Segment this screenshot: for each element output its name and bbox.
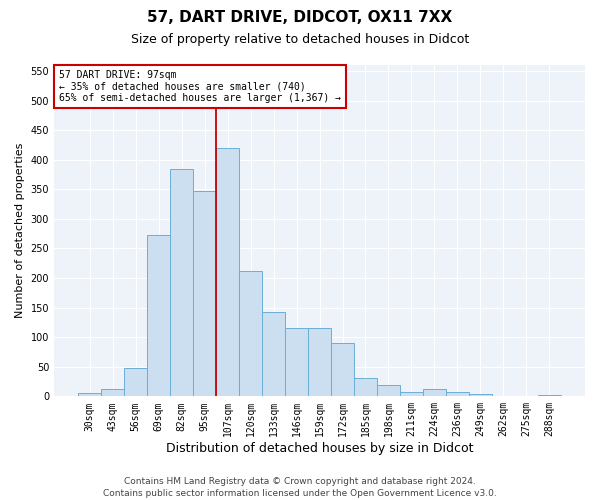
Y-axis label: Number of detached properties: Number of detached properties [15,143,25,318]
Bar [124,368,147,396]
Bar [78,394,101,396]
X-axis label: Distribution of detached houses by size in Didcot: Distribution of detached houses by size … [166,442,473,455]
Bar [469,394,492,396]
Bar [216,148,239,396]
Bar [446,392,469,396]
Text: Contains HM Land Registry data © Crown copyright and database right 2024.
Contai: Contains HM Land Registry data © Crown c… [103,476,497,498]
Bar [285,328,308,396]
Text: 57 DART DRIVE: 97sqm
← 35% of detached houses are smaller (740)
65% of semi-deta: 57 DART DRIVE: 97sqm ← 35% of detached h… [59,70,341,103]
Bar [423,389,446,396]
Bar [377,384,400,396]
Bar [331,343,354,396]
Bar [193,191,216,396]
Bar [354,378,377,396]
Bar [538,394,561,396]
Bar [170,168,193,396]
Bar [101,389,124,396]
Bar [308,328,331,396]
Bar [400,392,423,396]
Bar [262,312,285,396]
Text: Size of property relative to detached houses in Didcot: Size of property relative to detached ho… [131,32,469,46]
Bar [239,271,262,396]
Text: 57, DART DRIVE, DIDCOT, OX11 7XX: 57, DART DRIVE, DIDCOT, OX11 7XX [148,10,452,25]
Bar [147,235,170,396]
